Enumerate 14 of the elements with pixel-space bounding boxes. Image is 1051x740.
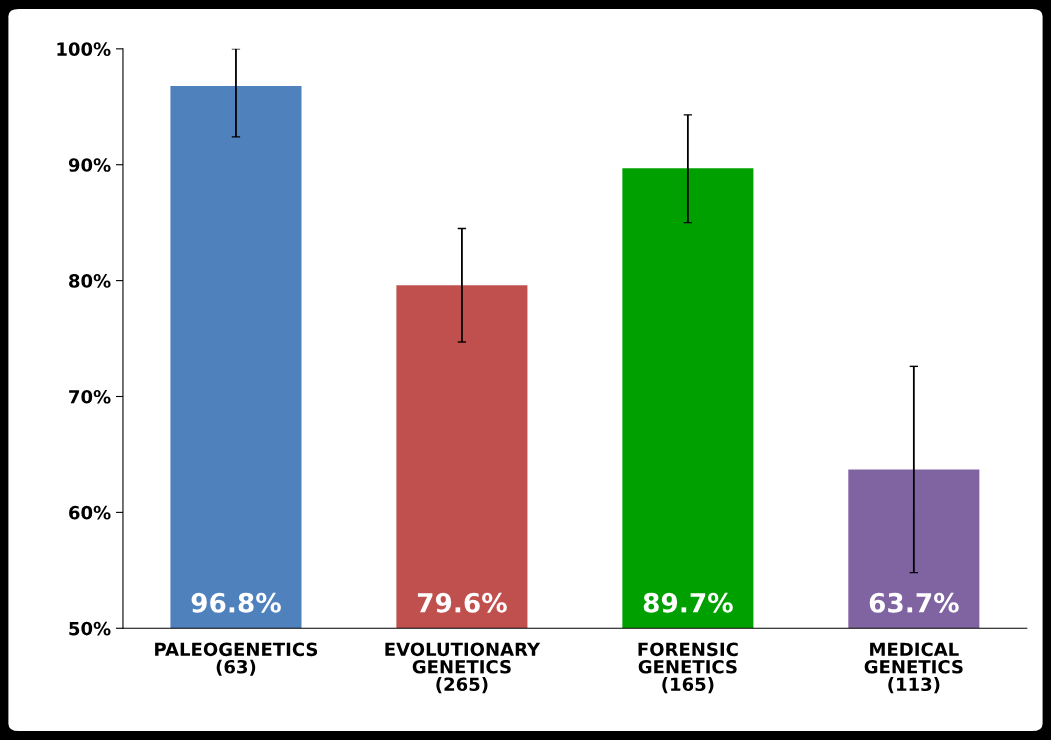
y-tick-label: 60% — [69, 505, 111, 520]
x-tick-label: MEDICAL GENETICS (113) — [864, 642, 963, 694]
y-tick-label: 80% — [69, 274, 111, 288]
data-label: 96.8% — [191, 592, 281, 613]
y-tick-label: 90% — [68, 158, 111, 172]
data-label: 89.7% — [643, 592, 733, 613]
y-tick-label: 100% — [57, 42, 111, 56]
data-label: 63.7% — [869, 592, 959, 613]
y-tick-label: 50% — [69, 621, 111, 636]
x-tick-label: EVOLUTIONARY GENETICS (265) — [385, 642, 541, 694]
data-label: 79.6% — [417, 592, 507, 613]
x-tick-label: FORENSIC GENETICS (165) — [638, 642, 738, 694]
x-tick-label: PALEOGENETICS (63) — [155, 642, 318, 676]
y-tick-label: 70% — [69, 389, 111, 404]
